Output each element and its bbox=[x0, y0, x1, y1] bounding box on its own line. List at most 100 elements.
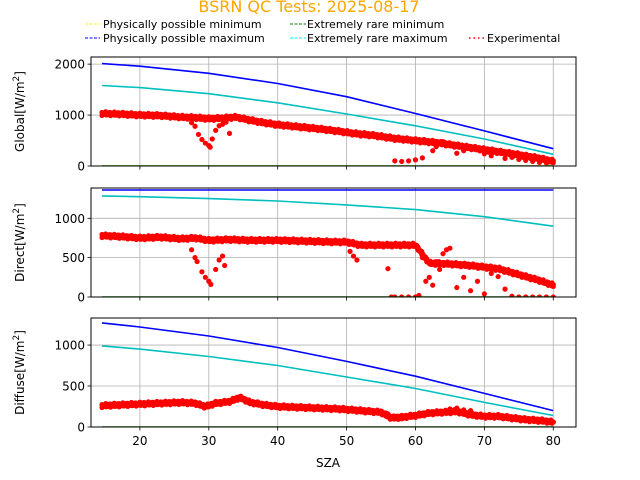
legend-label-experimental: Experimental bbox=[487, 32, 560, 45]
experimental-point bbox=[440, 138, 446, 145]
experimental-series bbox=[99, 109, 556, 166]
y-axis-label-diffuse: Diffuse[W/m2] bbox=[12, 330, 27, 415]
experimental-point bbox=[550, 419, 556, 425]
y-axis-label-text: Global[W/m bbox=[13, 81, 27, 152]
experimental-point bbox=[454, 150, 460, 156]
experimental-point bbox=[219, 253, 226, 259]
experimental-point bbox=[216, 257, 222, 263]
experimental-point bbox=[392, 413, 398, 419]
experimental-point bbox=[436, 266, 443, 273]
experimental-point bbox=[447, 142, 453, 148]
legend-entry-rare-min: Extremely rare minimum bbox=[290, 18, 444, 31]
y-axis-label-text: Diffuse[W/m bbox=[13, 341, 27, 415]
experimental-point bbox=[461, 148, 467, 154]
series-line-extremely-rare-maximum bbox=[101, 195, 554, 227]
experimental-series bbox=[99, 231, 556, 297]
experimental-point bbox=[502, 286, 508, 292]
experimental-point bbox=[213, 266, 219, 273]
legend-entry-rare-max: Extremely rare maximum bbox=[290, 32, 448, 45]
series-line-extremely-rare-maximum bbox=[101, 84, 554, 156]
x-tick-label: 60 bbox=[408, 434, 423, 448]
experimental-point bbox=[543, 160, 549, 166]
experimental-point bbox=[447, 406, 453, 412]
x-tick-label: 20 bbox=[132, 434, 147, 448]
y-axis-label-bracket: ] bbox=[13, 71, 27, 76]
experimental-point bbox=[199, 269, 205, 275]
experimental-point bbox=[426, 274, 432, 280]
experimental-point bbox=[419, 255, 425, 261]
panel-global: 0 1000 2000 Global[W/m2] bbox=[12, 56, 577, 174]
panel-direct: 0 500 1000 Direct[W/m2] bbox=[12, 187, 577, 305]
y-axis-label-global: Global[W/m2] bbox=[12, 71, 27, 152]
y-tick-label: 1000 bbox=[54, 109, 85, 123]
y-tick-label: 2000 bbox=[54, 58, 85, 72]
experimental-point bbox=[447, 245, 453, 251]
experimental-point bbox=[426, 140, 432, 146]
experimental-point bbox=[192, 255, 198, 261]
experimental-point bbox=[523, 157, 529, 163]
experimental-point bbox=[213, 127, 219, 133]
experimental-point bbox=[208, 281, 214, 288]
experimental-point bbox=[385, 266, 391, 272]
experimental-point bbox=[347, 248, 353, 254]
experimental-point bbox=[430, 148, 436, 154]
experimental-point bbox=[550, 281, 556, 288]
experimental-point bbox=[222, 262, 228, 269]
x-tick-label: 40 bbox=[270, 434, 285, 448]
experimental-point bbox=[399, 158, 405, 165]
series-line-extremely-rare-maximum bbox=[101, 345, 554, 417]
experimental-point bbox=[454, 284, 460, 291]
panel-frame bbox=[90, 56, 577, 167]
experimental-point bbox=[194, 258, 200, 265]
y-tick-label: 0 bbox=[77, 421, 85, 435]
experimental-point bbox=[481, 291, 487, 297]
experimental-point bbox=[433, 258, 439, 265]
experimental-point bbox=[188, 120, 195, 126]
experimental-point bbox=[412, 157, 419, 163]
x-tick-label: 80 bbox=[546, 434, 561, 448]
experimental-point bbox=[399, 416, 405, 422]
experimental-point bbox=[495, 150, 501, 156]
x-tick-label: 50 bbox=[339, 434, 354, 448]
experimental-point bbox=[467, 288, 474, 294]
experimental-point bbox=[461, 407, 467, 413]
legend-label-phys-max: Physically possible maximum bbox=[103, 32, 265, 45]
panel-frame bbox=[90, 317, 577, 428]
y-tick-label: 500 bbox=[62, 380, 85, 394]
experimental-point bbox=[430, 282, 436, 288]
experimental-point bbox=[488, 270, 494, 276]
experimental-point bbox=[516, 156, 522, 162]
y-tick-label: 1000 bbox=[54, 212, 85, 226]
x-tick-label: 30 bbox=[201, 434, 216, 448]
legend-label-rare-min: Extremely rare minimum bbox=[307, 18, 444, 31]
experimental-point bbox=[481, 151, 487, 157]
y-axis-label-direct: Direct[W/m2] bbox=[12, 203, 27, 282]
experimental-point bbox=[536, 159, 543, 166]
legend-label-phys-min: Physically possible minimum bbox=[103, 18, 262, 31]
experimental-point bbox=[495, 273, 501, 280]
legend-entry-experimental: Experimental bbox=[469, 32, 560, 45]
experimental-point bbox=[467, 144, 474, 150]
experimental-point bbox=[550, 158, 556, 164]
legend-label-rare-max: Extremely rare maximum bbox=[307, 32, 448, 45]
experimental-point bbox=[226, 130, 233, 137]
experimental-point bbox=[474, 278, 481, 284]
experimental-point bbox=[474, 147, 481, 153]
y-axis-label-bracket: ] bbox=[13, 203, 27, 208]
experimental-point bbox=[423, 278, 429, 284]
experimental-point bbox=[454, 405, 460, 411]
experimental-point bbox=[467, 408, 474, 414]
experimental-point bbox=[433, 144, 439, 150]
panel-plot-area bbox=[99, 62, 556, 166]
y-axis-label-superscript: 2 bbox=[12, 76, 22, 82]
experimental-point bbox=[192, 123, 198, 129]
experimental-point bbox=[416, 292, 422, 297]
experimental-point bbox=[440, 251, 446, 257]
panel-plot-area bbox=[99, 189, 556, 297]
experimental-point bbox=[502, 155, 508, 161]
y-axis-label-superscript: 2 bbox=[12, 208, 22, 214]
x-tick-label: 70 bbox=[477, 434, 492, 448]
experimental-point bbox=[509, 154, 515, 160]
y-axis-label-superscript: 2 bbox=[12, 335, 22, 341]
experimental-point bbox=[188, 247, 195, 253]
